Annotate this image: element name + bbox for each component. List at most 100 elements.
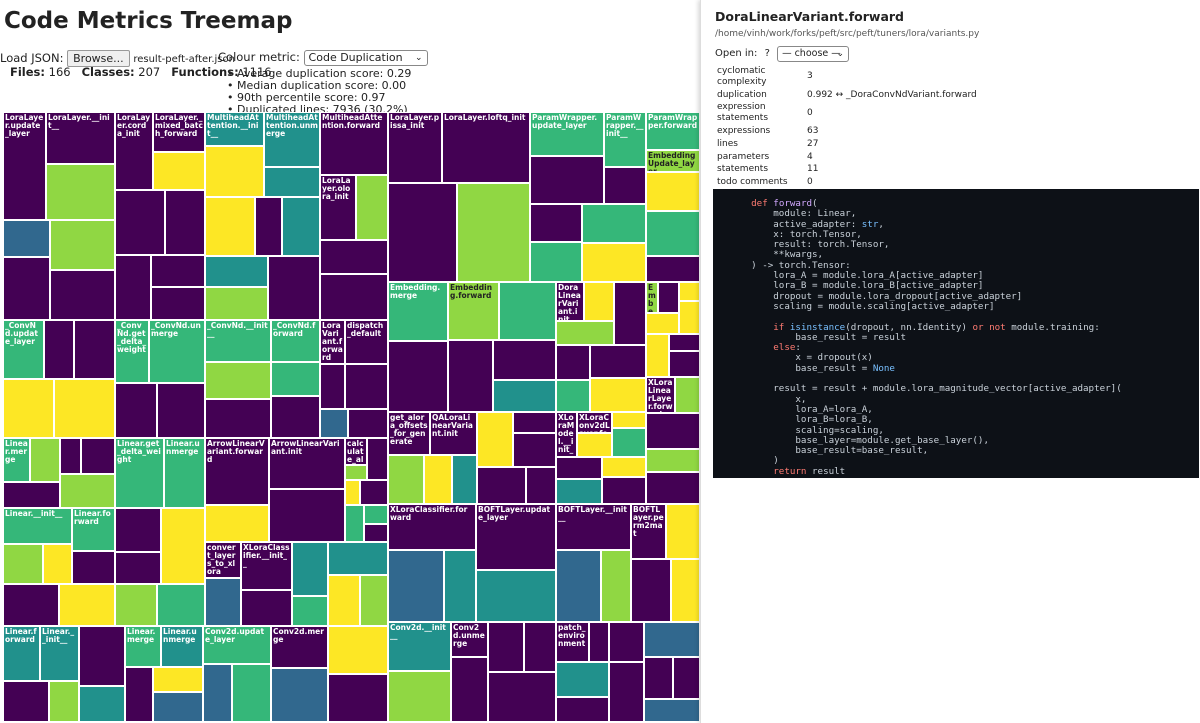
- treemap-cell[interactable]: [205, 362, 271, 399]
- treemap-cell[interactable]: [590, 345, 646, 378]
- treemap-cell[interactable]: [602, 477, 646, 504]
- treemap-cell[interactable]: [320, 409, 348, 438]
- treemap-cell[interactable]: ParamWrapper.__init__: [604, 112, 646, 167]
- treemap-cell[interactable]: [388, 183, 457, 282]
- treemap-cell[interactable]: [328, 674, 388, 722]
- treemap-cell[interactable]: [424, 455, 452, 504]
- treemap-cell[interactable]: Linear.merge: [3, 438, 30, 482]
- treemap-cell[interactable]: [577, 433, 612, 457]
- treemap-cell[interactable]: [271, 396, 320, 438]
- treemap-cell[interactable]: Linear.__init__: [40, 626, 79, 681]
- treemap-cell[interactable]: Conv2d.merge: [271, 626, 328, 668]
- treemap-cell[interactable]: Linear.__init__: [3, 508, 72, 544]
- treemap-cell[interactable]: [646, 334, 669, 377]
- treemap-cell[interactable]: [477, 467, 526, 504]
- treemap-cell[interactable]: [348, 409, 388, 438]
- treemap-cell[interactable]: [666, 504, 700, 559]
- treemap-cell[interactable]: BOFTLayer.perm2mat: [631, 504, 666, 559]
- treemap-cell[interactable]: LoraLayer.update_layer: [3, 112, 46, 220]
- treemap-cell[interactable]: [255, 197, 282, 256]
- treemap-cell[interactable]: [205, 399, 271, 438]
- treemap-cell[interactable]: [151, 255, 205, 287]
- treemap-cell[interactable]: [3, 544, 43, 584]
- treemap-cell[interactable]: [79, 686, 125, 722]
- treemap-cell[interactable]: [60, 438, 81, 474]
- treemap-cell[interactable]: [360, 575, 388, 626]
- treemap-cell[interactable]: MultiheadAttention.__init__: [205, 112, 264, 146]
- treemap-cell[interactable]: [556, 479, 602, 504]
- treemap-cell[interactable]: [582, 243, 646, 282]
- treemap-cell[interactable]: [157, 584, 205, 626]
- treemap-cell[interactable]: [601, 550, 631, 622]
- treemap-cell[interactable]: [205, 505, 269, 542]
- treemap-cell[interactable]: MultiheadAttention.forward: [320, 112, 388, 175]
- treemap-cell[interactable]: [669, 334, 700, 351]
- treemap-cell[interactable]: [602, 457, 646, 477]
- treemap-cell[interactable]: [328, 542, 388, 575]
- treemap-cell[interactable]: [679, 282, 700, 301]
- treemap-cell[interactable]: [364, 505, 388, 524]
- treemap-cell[interactable]: [328, 575, 360, 626]
- treemap-cell[interactable]: [320, 364, 345, 409]
- treemap-cell[interactable]: [59, 584, 115, 626]
- treemap-cell[interactable]: [43, 544, 72, 584]
- treemap-cell[interactable]: [646, 172, 700, 211]
- treemap-cell[interactable]: MultiheadAttention.unmerge: [264, 112, 320, 167]
- treemap-cell[interactable]: [161, 508, 205, 584]
- treemap-cell[interactable]: Conv2d.update_layer: [203, 626, 271, 664]
- treemap-cell[interactable]: [604, 167, 646, 204]
- treemap-cell[interactable]: [115, 255, 151, 320]
- treemap-cell[interactable]: Conv2d.unmerge: [451, 622, 488, 657]
- treemap-cell[interactable]: [3, 482, 60, 508]
- treemap-cell[interactable]: [345, 465, 367, 480]
- treemap-cell[interactable]: [646, 449, 700, 472]
- treemap-cell[interactable]: XLoraConv2dLayer.forward: [577, 412, 612, 433]
- treemap-cell[interactable]: [582, 204, 646, 243]
- treemap-cell[interactable]: [513, 412, 556, 433]
- treemap-cell[interactable]: Linear.forward: [72, 508, 115, 551]
- treemap-cell[interactable]: [451, 657, 488, 722]
- treemap-cell[interactable]: [3, 220, 50, 257]
- treemap-cell[interactable]: [675, 377, 700, 413]
- treemap-cell[interactable]: [49, 681, 79, 722]
- treemap-cell[interactable]: ArrowLinearVariant.forward: [205, 438, 269, 505]
- treemap-cell[interactable]: [241, 590, 292, 626]
- treemap-cell[interactable]: _ConvNd.__init__: [205, 320, 271, 362]
- treemap-cell[interactable]: [50, 270, 115, 320]
- treemap-cell[interactable]: [328, 626, 388, 674]
- treemap-cell[interactable]: [345, 364, 388, 409]
- treemap-cell[interactable]: [271, 668, 328, 722]
- treemap-cell[interactable]: [524, 622, 556, 672]
- treemap-cell[interactable]: [388, 455, 424, 504]
- treemap-cell[interactable]: LoraLayer._mixed_batch_forward: [153, 112, 205, 152]
- treemap-cell[interactable]: _ConvNd.forward: [271, 320, 320, 362]
- treemap-cell[interactable]: [590, 378, 646, 412]
- treemap-cell[interactable]: [3, 257, 50, 320]
- treemap-cell[interactable]: [203, 664, 232, 722]
- treemap-cell[interactable]: [153, 692, 203, 722]
- treemap-cell[interactable]: LoraLayer.__init__: [46, 112, 115, 164]
- treemap-cell[interactable]: [646, 256, 700, 282]
- treemap-cell[interactable]: [530, 242, 582, 282]
- treemap-cell[interactable]: [646, 313, 679, 334]
- treemap-cell[interactable]: [205, 146, 264, 197]
- treemap-cell[interactable]: [646, 211, 700, 256]
- treemap-cell[interactable]: [556, 662, 609, 697]
- treemap-cell[interactable]: [556, 380, 590, 412]
- treemap-cell[interactable]: [3, 379, 54, 438]
- treemap-cell[interactable]: [646, 472, 700, 504]
- treemap-cell[interactable]: [388, 341, 448, 412]
- treemap-cell[interactable]: BOFTLayer.__init__: [556, 504, 631, 550]
- treemap-cell[interactable]: LoraLayer.corda_init: [115, 112, 153, 190]
- treemap-cell[interactable]: [612, 428, 646, 457]
- treemap-cell[interactable]: [556, 345, 590, 380]
- treemap-cell[interactable]: [367, 438, 388, 480]
- treemap-cell[interactable]: [44, 320, 74, 379]
- treemap-cell[interactable]: [205, 256, 268, 287]
- treemap-cell[interactable]: [584, 282, 614, 321]
- treemap-cell[interactable]: [360, 480, 388, 505]
- treemap-cell[interactable]: [269, 489, 345, 542]
- treemap-cell[interactable]: [3, 584, 59, 626]
- browse-button[interactable]: Browse...: [67, 50, 130, 67]
- treemap-cell[interactable]: Linear.unmerge: [164, 438, 205, 508]
